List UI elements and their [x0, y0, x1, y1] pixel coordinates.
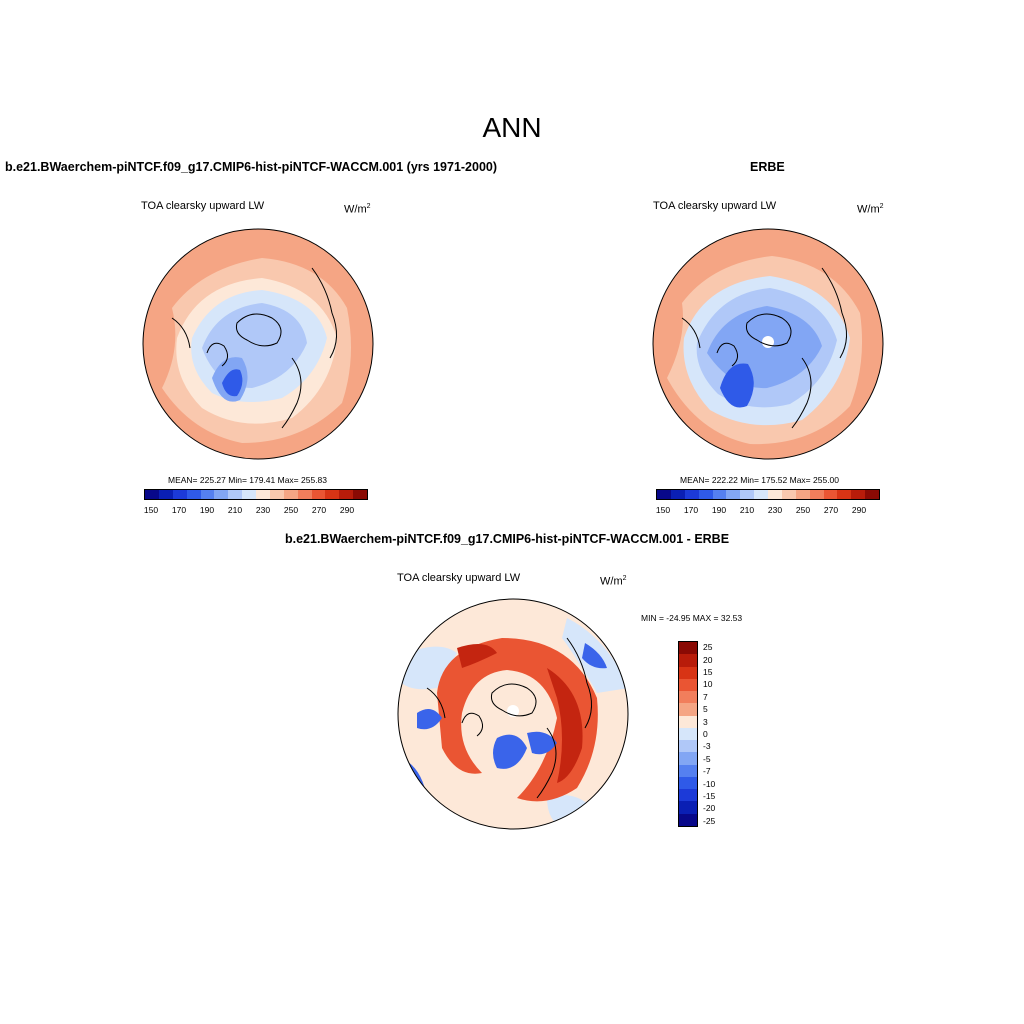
colorbar-tick-label: 210 [227, 505, 243, 515]
colorbar-swatch [679, 715, 697, 728]
colorbar-tick-label: 270 [823, 505, 839, 515]
colorbar-tick-label: 210 [739, 505, 755, 515]
obs-polar-map [652, 228, 884, 460]
colorbar-swatch [726, 490, 741, 499]
colorbar-swatch [311, 490, 326, 499]
colorbar-swatch [172, 490, 187, 499]
colorbar-tick-label: 190 [199, 505, 215, 515]
colorbar-swatch [353, 490, 367, 499]
colorbar-tick-label: 170 [171, 505, 187, 515]
obs-variable-label: TOA clearsky upward LW [653, 200, 777, 212]
colorbar-swatch [781, 490, 796, 499]
colorbar-swatch [679, 752, 697, 765]
diff-panel-title: b.e21.BWaerchem-piNTCF.f09_g17.CMIP6-his… [285, 532, 730, 546]
colorbar-swatch [754, 490, 768, 499]
colorbar-swatch [809, 490, 824, 499]
model-variable-label: TOA clearsky upward LW [141, 200, 265, 212]
colorbar-swatch [679, 776, 697, 790]
colorbar-swatch [679, 727, 697, 741]
diff-polar-map [397, 598, 629, 830]
colorbar-tick-label: -5 [703, 753, 711, 764]
diff-units-label: W/m2 [600, 575, 627, 588]
colorbar-tick-label: 170 [683, 505, 699, 515]
colorbar-tick-label: 290 [851, 505, 867, 515]
colorbar-swatch [297, 490, 312, 499]
colorbar-swatch [768, 490, 782, 499]
colorbar-swatch [158, 490, 173, 499]
colorbar-tick-label: 290 [339, 505, 355, 515]
figure-title: ANN [482, 112, 542, 143]
colorbar-tick-label: 230 [255, 505, 271, 515]
colorbar-tick-label: 20 [703, 654, 713, 665]
colorbar-swatch [823, 490, 838, 499]
model-polar-map [142, 228, 374, 460]
colorbar-tick-label: 150 [655, 505, 671, 515]
diff-colorbar [678, 641, 698, 827]
colorbar-swatch [325, 490, 340, 499]
obs-panel-title: ERBE [750, 160, 785, 174]
colorbar-tick-label: -7 [703, 766, 711, 777]
colorbar-swatch [865, 490, 879, 499]
diff-variable-label: TOA clearsky upward LW [397, 572, 521, 584]
colorbar-swatch [228, 490, 243, 499]
colorbar-tick-label: 250 [795, 505, 811, 515]
colorbar-tick-label: -15 [703, 791, 716, 801]
colorbar-swatch [740, 490, 755, 499]
colorbar-swatch [670, 490, 685, 499]
colorbar-tick-label: 270 [311, 505, 327, 515]
colorbar-tick-label: 250 [283, 505, 299, 515]
colorbar-tick-label: -20 [703, 803, 716, 814]
colorbar-swatch [684, 490, 699, 499]
colorbar-swatch [145, 490, 159, 499]
colorbar-swatch [679, 666, 697, 679]
colorbar-swatch [679, 678, 697, 692]
colorbar-tick-label: 150 [143, 505, 159, 515]
colorbar-swatch [679, 813, 697, 826]
colorbar-tick-label: 5 [703, 704, 708, 715]
colorbar-swatch [679, 801, 697, 814]
colorbar-tick-label: 7 [703, 691, 708, 702]
colorbar-tick-label: 190 [711, 505, 727, 515]
colorbar-swatch [712, 490, 727, 499]
colorbar-swatch [698, 490, 713, 499]
colorbar-tick-label: 0 [703, 729, 708, 739]
colorbar-tick-label: -3 [703, 741, 711, 752]
colorbar-swatch [269, 490, 284, 499]
colorbar-tick-label: 10 [703, 679, 713, 690]
model-stats: MEAN= 225.27 Min= 179.41 Max= 255.83 [168, 475, 328, 485]
colorbar-swatch [795, 490, 810, 499]
colorbar-swatch [679, 740, 697, 753]
diff-stats: MIN = -24.95 MAX = 32.53 [641, 613, 743, 623]
colorbar-swatch [256, 490, 270, 499]
colorbar-swatch [851, 490, 866, 499]
colorbar-tick-label: 25 [703, 642, 713, 653]
model-units-label: W/m2 [344, 203, 371, 216]
model-panel-title: b.e21.BWaerchem-piNTCF.f09_g17.CMIP6-his… [5, 160, 498, 174]
colorbar-tick-label: -25 [703, 815, 716, 826]
obs-stats: MEAN= 222.22 Min= 175.52 Max= 255.00 [680, 475, 840, 485]
colorbar-swatch [214, 490, 229, 499]
colorbar-tick-label: -10 [703, 778, 716, 789]
model-colorbar [144, 489, 368, 500]
colorbar-swatch [679, 654, 697, 667]
colorbar-tick-label: 15 [703, 667, 713, 677]
obs-colorbar [656, 489, 880, 500]
colorbar-swatch [679, 703, 697, 716]
colorbar-swatch [679, 642, 697, 655]
colorbar-swatch [679, 691, 697, 704]
colorbar-swatch [283, 490, 298, 499]
colorbar-tick-label: 230 [767, 505, 783, 515]
colorbar-swatch [679, 789, 697, 802]
colorbar-swatch [186, 490, 201, 499]
colorbar-swatch [837, 490, 852, 499]
colorbar-swatch [200, 490, 215, 499]
colorbar-tick-label: 3 [703, 716, 708, 727]
colorbar-swatch [339, 490, 354, 499]
colorbar-swatch [679, 764, 697, 777]
colorbar-swatch [242, 490, 256, 499]
obs-units-label: W/m2 [857, 203, 884, 216]
colorbar-swatch [657, 490, 671, 499]
